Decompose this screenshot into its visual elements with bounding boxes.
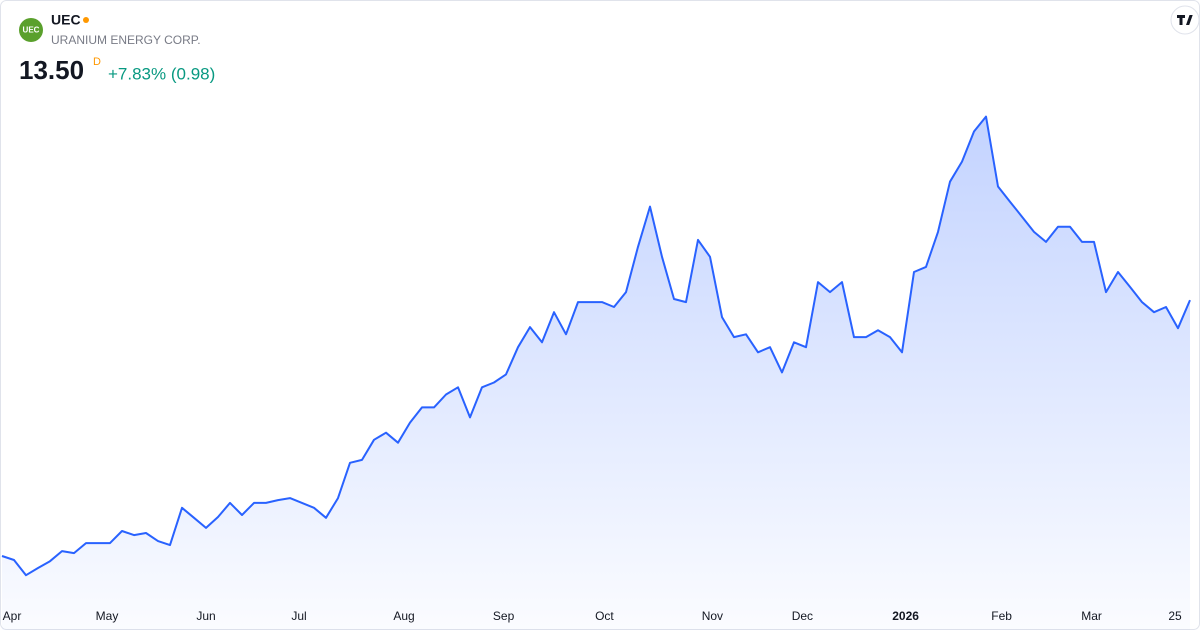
x-tick-label: May: [96, 609, 119, 623]
symbol: UEC: [51, 12, 81, 28]
x-tick-label: 25: [1168, 609, 1182, 623]
x-tick-label: Oct: [595, 609, 614, 623]
price-line: [1, 115, 1191, 577]
change: +7.83% (0.98): [108, 64, 215, 83]
x-tick-label: Sep: [493, 609, 515, 623]
interval: D: [93, 56, 101, 68]
x-tick-label: Nov: [702, 609, 723, 623]
logo-circle: [19, 18, 43, 42]
company-name: URANIUM ENERGY CORP.: [51, 33, 201, 47]
status-dot: [83, 17, 89, 23]
x-tick-label: Aug: [393, 609, 414, 623]
plot: [1, 115, 1191, 630]
area-fill: [2, 116, 1190, 630]
price: 13.50: [19, 55, 84, 85]
x-tick-label: 2026: [892, 609, 919, 623]
x-tick-label: Feb: [991, 609, 1012, 623]
x-tick-label: Jul: [291, 609, 306, 623]
x-tick-label: Dec: [792, 609, 813, 623]
tv-logo: [1170, 5, 1200, 35]
x-tick-label: Jun: [196, 609, 215, 623]
logo-text: UEC: [23, 26, 40, 35]
x-tick-label: Mar: [1081, 609, 1102, 623]
x-tick-label: Apr: [3, 609, 22, 623]
